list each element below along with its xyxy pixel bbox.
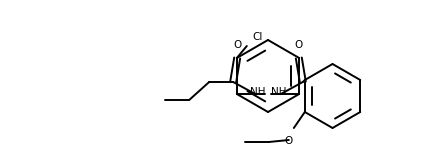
Text: O: O: [295, 40, 303, 50]
Text: O: O: [285, 136, 293, 146]
Text: NH: NH: [250, 87, 265, 97]
Text: O: O: [233, 40, 241, 50]
Text: Cl: Cl: [253, 32, 263, 42]
Text: NH: NH: [271, 87, 286, 97]
